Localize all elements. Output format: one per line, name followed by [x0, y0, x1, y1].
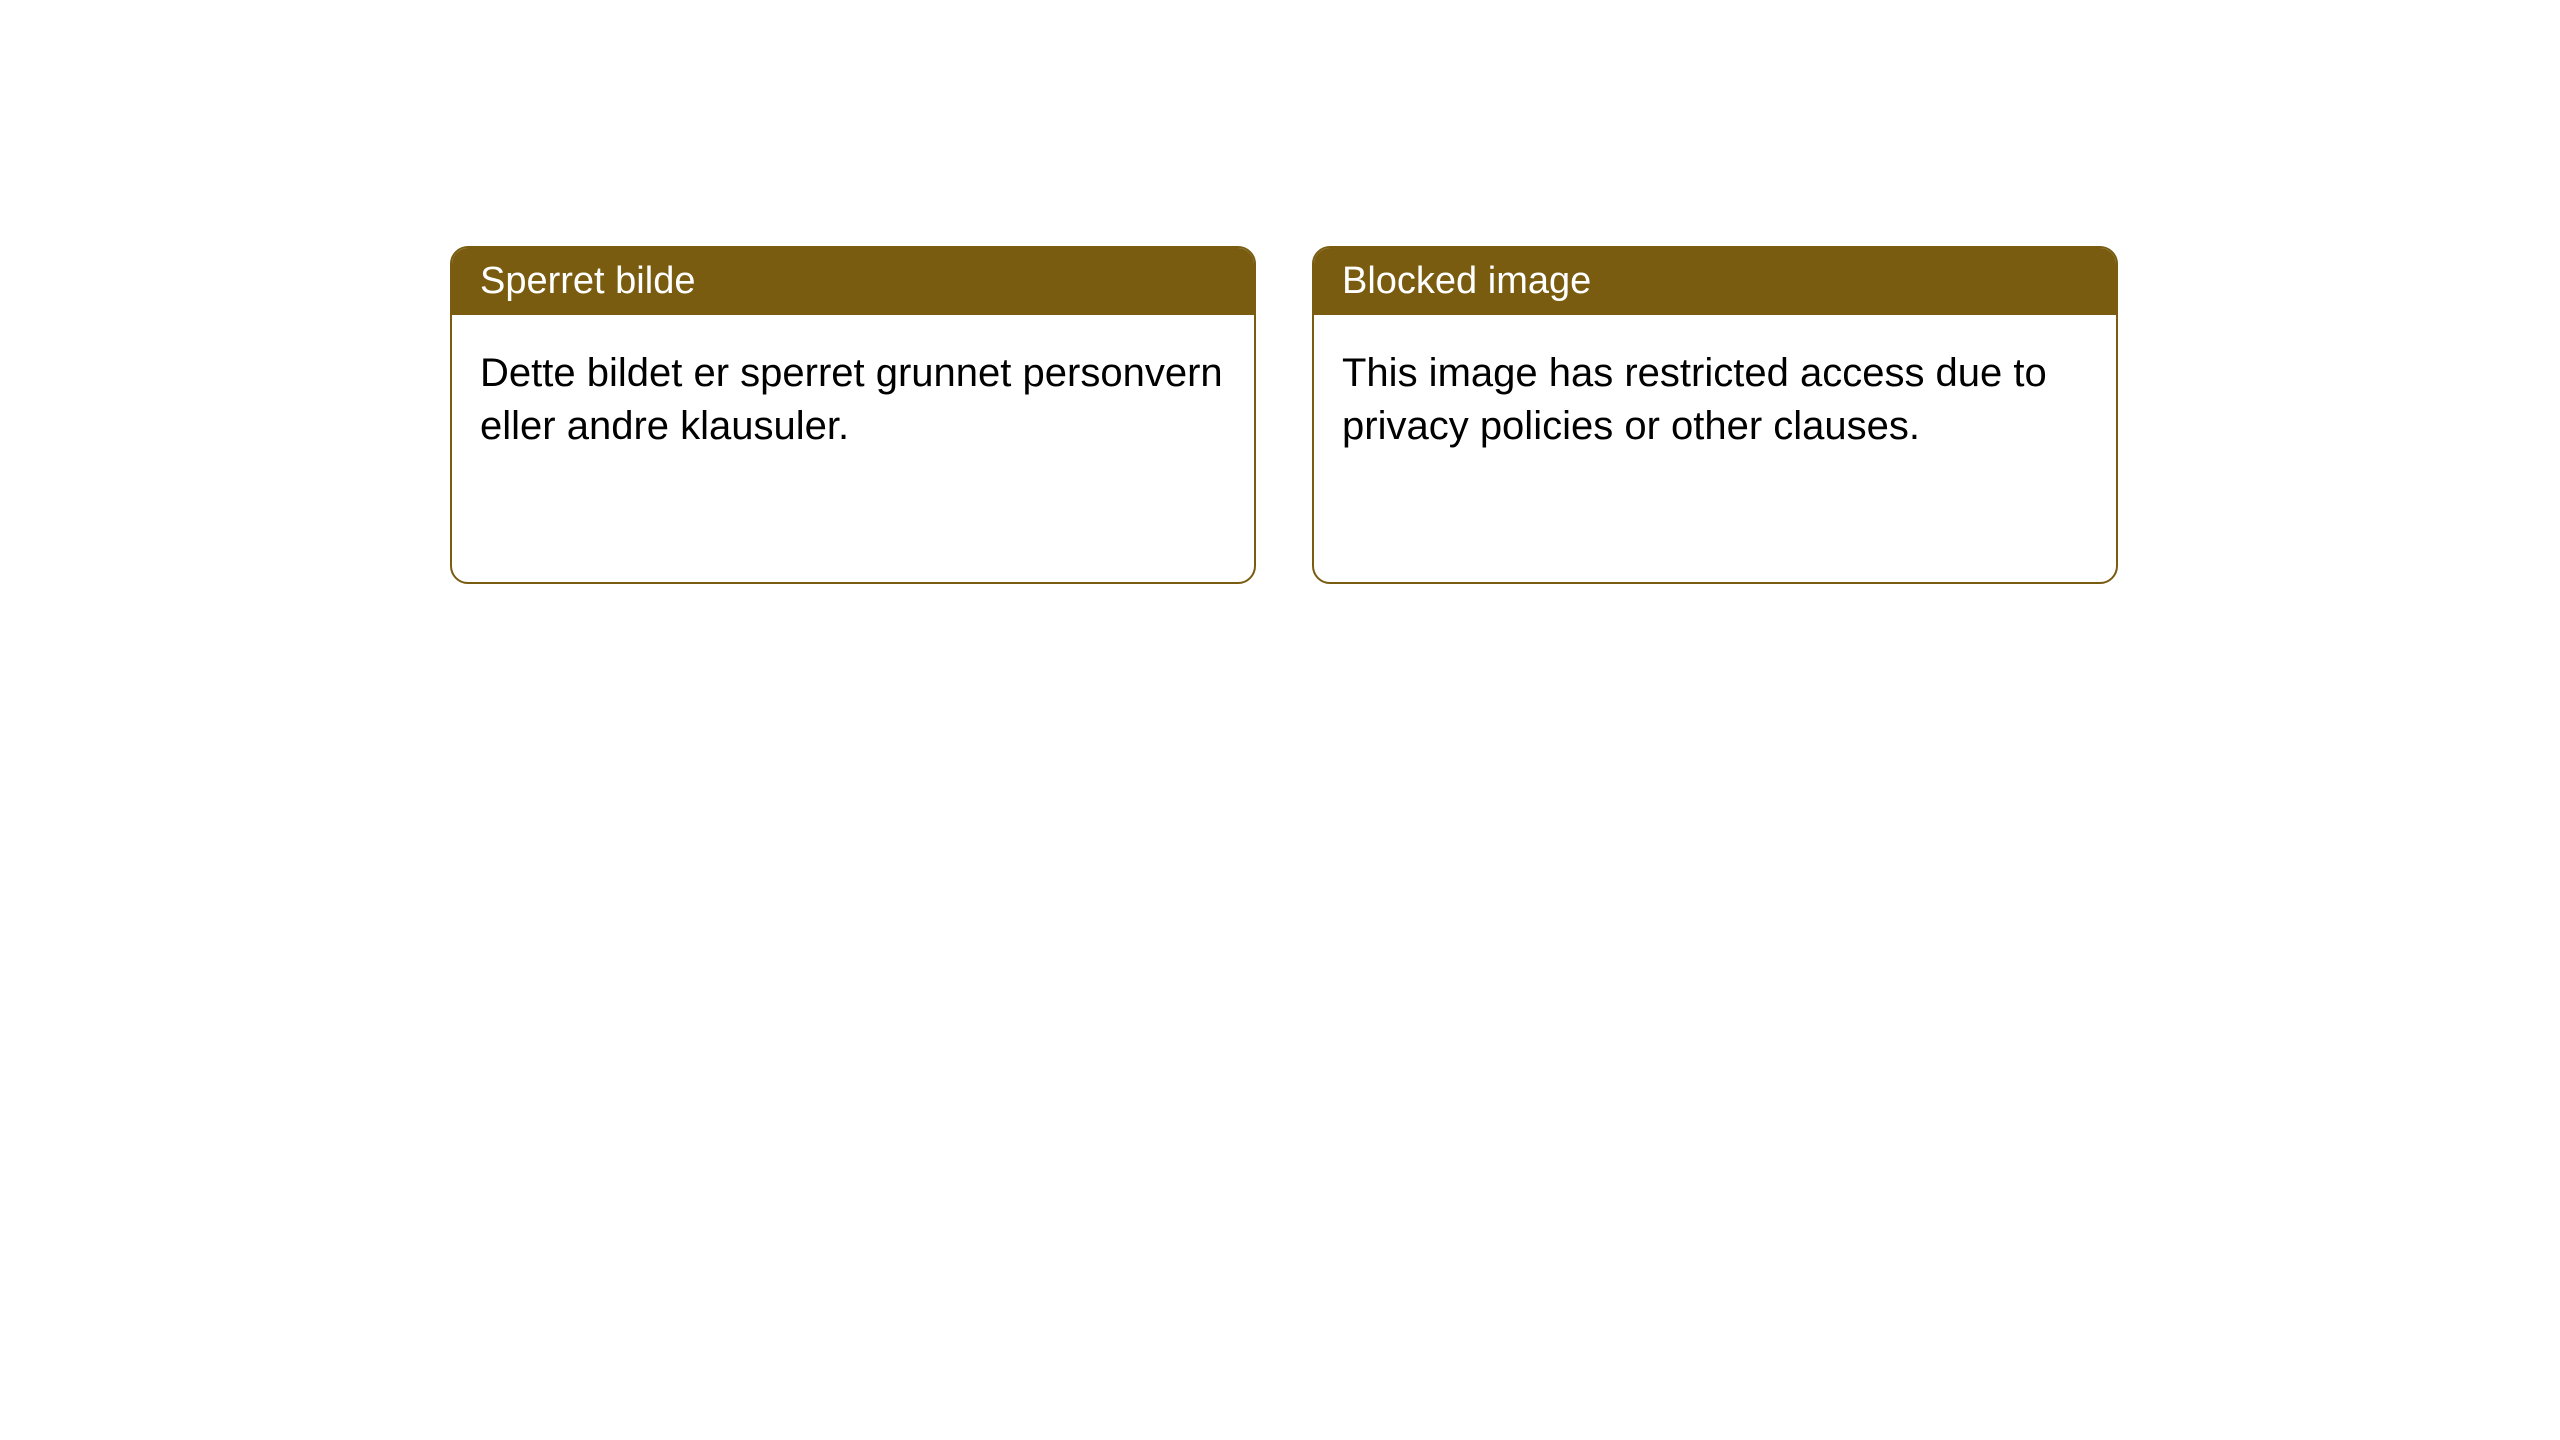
card-norwegian: Sperret bilde Dette bildet er sperret gr… [450, 246, 1256, 584]
card-header-english: Blocked image [1314, 248, 2116, 315]
card-header-norwegian: Sperret bilde [452, 248, 1254, 315]
card-english: Blocked image This image has restricted … [1312, 246, 2118, 584]
card-body-norwegian: Dette bildet er sperret grunnet personve… [452, 315, 1254, 485]
card-body-english: This image has restricted access due to … [1314, 315, 2116, 485]
blocked-image-cards: Sperret bilde Dette bildet er sperret gr… [450, 246, 2118, 584]
